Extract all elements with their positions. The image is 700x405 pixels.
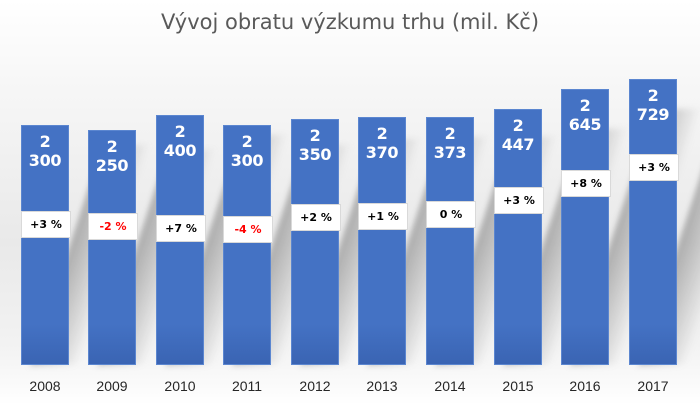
bar-2012: 2 350 +2 % — [291, 119, 341, 365]
growth-percent-label: +3 % — [21, 211, 71, 238]
bar-gradient — [157, 324, 203, 364]
x-axis-tick-label: 2008 — [29, 378, 61, 394]
value-label: 2 350 — [298, 126, 332, 164]
bar-gradient — [562, 324, 608, 364]
bar-2011: 2 300 -4 % — [223, 125, 273, 365]
x-axis-tick-label: 2015 — [502, 378, 534, 394]
bar-2016: 2 645 +8 % — [561, 89, 611, 365]
x-axis-tick-label: 2011 — [231, 378, 263, 394]
x-axis-tick-label: 2013 — [366, 378, 398, 394]
value-label: 2 729 — [636, 86, 670, 124]
value-label: 2 400 — [163, 122, 197, 160]
value-label: 2 370 — [365, 124, 399, 162]
growth-percent-label: 0 % — [426, 201, 476, 228]
x-axis-tick-label: 2014 — [434, 378, 466, 394]
bar-2014: 2 373 0 % — [426, 117, 476, 365]
bar-2017: 2 729 +3 % — [629, 79, 679, 365]
x-axis-tick-label: 2012 — [299, 378, 331, 394]
x-axis-tick-label: 2016 — [569, 378, 601, 394]
growth-percent-label: -2 % — [88, 213, 138, 240]
bar-2013: 2 370 +1 % — [358, 117, 408, 365]
bar-gradient — [630, 324, 676, 364]
growth-percent-label: +3 % — [494, 187, 544, 214]
growth-percent-label: -4 % — [223, 216, 273, 243]
value-label: 2 300 — [230, 132, 264, 170]
bar-gradient — [292, 324, 338, 364]
bar-2009: 2 250 -2 % — [88, 130, 138, 365]
growth-percent-label: +2 % — [291, 204, 341, 231]
bar-gradient — [22, 324, 68, 364]
x-axis-tick-label: 2010 — [164, 378, 196, 394]
value-label: 2 447 — [501, 116, 535, 154]
bar-gradient — [427, 324, 473, 364]
growth-percent-label: +3 % — [629, 154, 679, 181]
value-label: 2 645 — [568, 96, 602, 134]
value-label: 2 250 — [95, 137, 129, 175]
bar-2010: 2 400 +7 % — [156, 115, 206, 365]
x-axis-tick-label: 2009 — [96, 378, 128, 394]
bar-gradient — [224, 324, 270, 364]
bar-gradient — [89, 324, 135, 364]
value-label: 2 373 — [433, 124, 467, 162]
value-label: 2 300 — [28, 132, 62, 170]
growth-percent-label: +8 % — [561, 170, 611, 197]
growth-percent-label: +1 % — [358, 203, 408, 230]
chart-title: Vývoj obratu výzkumu trhu (mil. Kč) — [160, 10, 540, 34]
bar-gradient — [359, 324, 405, 364]
bar-2015: 2 447 +3 % — [494, 109, 544, 365]
growth-percent-label: +7 % — [156, 215, 206, 242]
x-axis-tick-label: 2017 — [637, 378, 669, 394]
bar-2008: 2 300 +3 % — [21, 125, 71, 365]
bar-gradient — [495, 324, 541, 364]
